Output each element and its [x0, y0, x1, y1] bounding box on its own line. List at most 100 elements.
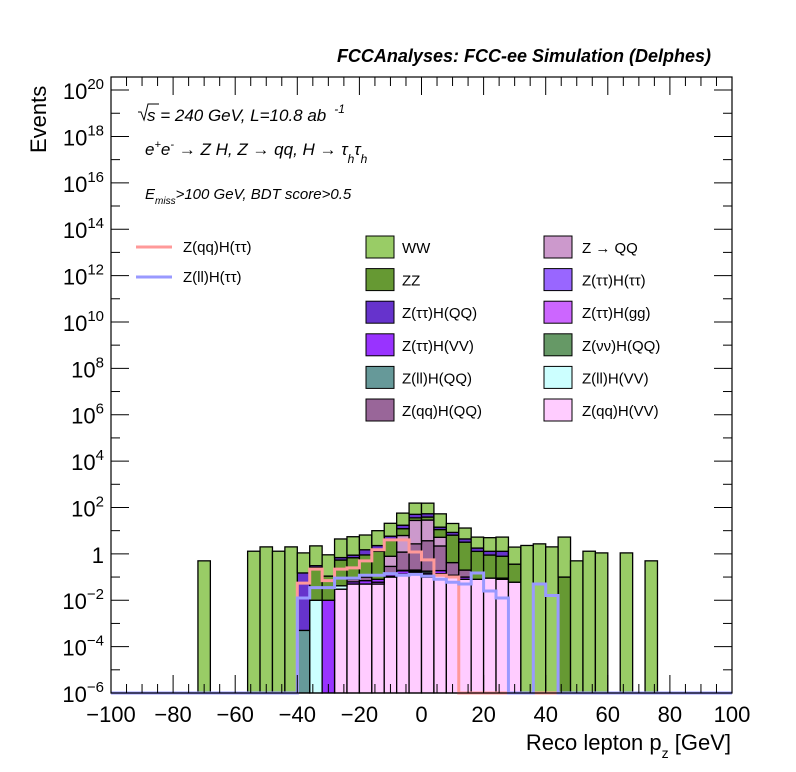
- bar-z-qq: [383, 555, 398, 568]
- legend-fill-swatch: [365, 365, 395, 389]
- bar-z-qq-h-vv-: [371, 583, 385, 694]
- legend-entry-label: Z(ττ)H(QQ): [402, 305, 477, 322]
- x-tick-label: 100: [714, 702, 751, 727]
- legend-fill-swatch: [543, 365, 573, 389]
- x-tick-label: 20: [471, 702, 495, 727]
- bar-ww: [371, 530, 385, 547]
- y-tick-label-base: 10: [71, 496, 95, 521]
- bar-ww: [495, 536, 510, 552]
- y-tick-label-base: 10: [63, 311, 87, 336]
- x-tick-label: 80: [658, 702, 682, 727]
- legend-fill-swatch: [543, 235, 573, 259]
- y-tick-label: 1012: [63, 262, 104, 290]
- x-tick-label: −60: [217, 702, 254, 727]
- legend-entry-label: Z(ττ)H(VV): [402, 338, 474, 355]
- y-tick-label: 1: [92, 543, 104, 568]
- bar-z-h-qq-: [296, 572, 311, 632]
- y-tick-label-base: 10: [71, 450, 95, 475]
- y-tick-label-base: 10: [63, 79, 87, 104]
- y-tick-label-exp: 2: [96, 493, 104, 510]
- bar-zz: [495, 555, 510, 579]
- y-tick-label: 1020: [63, 76, 104, 104]
- bar-z-qq-h-vv-: [458, 578, 472, 694]
- bar-ww: [358, 534, 373, 551]
- y-tick-label: 10−4: [62, 633, 104, 661]
- bar-ww: [333, 538, 348, 559]
- legend-fill-swatch: [365, 398, 395, 422]
- bar-z-qq-h-vv-: [346, 583, 361, 694]
- legend-entry-label: WW: [402, 240, 431, 257]
- x-tick-labels: −100 −80 −60 −40 −20 0 20 40 60 80 100: [86, 702, 750, 727]
- bar-ww: [383, 522, 398, 537]
- y-axis-label: Events: [26, 86, 51, 153]
- legend-entry-label: ZZ: [402, 273, 420, 290]
- bar-ww: [470, 536, 485, 549]
- x-axis-label-unit: [GeV]: [669, 730, 731, 755]
- y-tick-label-base: 10: [62, 682, 86, 707]
- bar-ww: [458, 527, 472, 540]
- y-tick-label-exp: −6: [87, 679, 104, 696]
- bar-ww: [309, 545, 323, 567]
- bar-zz: [309, 566, 323, 601]
- y-tick-label: 10−2: [62, 586, 104, 614]
- bar-z-h-vv-: [321, 599, 336, 694]
- bar-z-qq-h-qq-: [408, 543, 423, 571]
- bar-ww: [197, 560, 212, 694]
- legend-entry-label: Z(ll)H(VV): [582, 370, 649, 387]
- y-tick-label-exp: 20: [87, 76, 104, 93]
- bar-z-qq: [420, 519, 435, 542]
- x-axis-label-sub: z: [662, 745, 669, 761]
- legend-fill-swatch: [543, 333, 573, 357]
- bar-ww: [284, 546, 298, 694]
- y-tick-label-exp: −4: [87, 633, 104, 650]
- y-tick-label-base: 10: [63, 172, 87, 197]
- legend-entry-label: Z(ττ)H(ττ): [582, 273, 646, 290]
- bar-ww: [482, 537, 497, 552]
- y-tick-label: 10−6: [62, 679, 104, 707]
- bar-zz: [333, 559, 348, 587]
- legend-fill-swatch: [365, 235, 395, 259]
- bar-ww: [433, 513, 447, 528]
- y-tick-label-base: 10: [63, 265, 87, 290]
- y-tick-label: 1010: [63, 308, 104, 336]
- bar-zz: [507, 563, 522, 583]
- bar-ww: [569, 560, 584, 694]
- y-tick-label: 104: [71, 447, 104, 475]
- y-tick-label-exp: 14: [87, 215, 104, 232]
- y-tick-label-base: 10: [62, 589, 86, 614]
- y-tick-label-exp: 10: [87, 308, 104, 325]
- x-axis-label-main: Reco lepton p: [526, 730, 662, 755]
- bar-zz: [445, 534, 460, 564]
- bar-z-qq-h-vv-: [495, 578, 510, 694]
- bar-z-ll-h-qq-: [296, 629, 311, 694]
- bar-z-qq-h-vv-: [420, 576, 435, 694]
- bar-z-qq-h-vv-: [358, 583, 373, 694]
- bar-ww: [271, 550, 286, 694]
- bar-z-qq: [396, 534, 410, 553]
- legend-entry-label: Z(ll)H(ττ): [183, 269, 242, 286]
- y-tick-label-base: 1: [92, 543, 104, 568]
- bar-zz: [458, 541, 472, 571]
- y-tick-label-exp: 6: [96, 401, 104, 418]
- bar-z-ll-h-vv-: [309, 599, 323, 694]
- annotation-energy: s = 240 GeV, L=10.8 ab -1: [138, 102, 345, 125]
- stack-bars: [197, 502, 659, 694]
- y-tick-label-base: 10: [71, 357, 95, 382]
- bar-z-qq: [433, 536, 447, 547]
- bar-z-h-qq-: [358, 549, 373, 556]
- x-tick-label: 40: [533, 702, 557, 727]
- legend-fill-swatch: [365, 268, 395, 292]
- bar-ww: [644, 560, 659, 694]
- bar-ww: [420, 502, 435, 515]
- bar-ww: [408, 502, 423, 515]
- x-axis-label: Reco lepton pz [GeV]: [526, 730, 731, 761]
- y-tick-label-base: 10: [63, 125, 87, 150]
- y-tick-label-exp: 8: [96, 354, 104, 371]
- legend-fill-swatch: [365, 300, 395, 324]
- bar-z-qq-h-qq-: [396, 551, 410, 571]
- y-tick-label: 1016: [63, 169, 104, 197]
- bar-zz: [470, 550, 485, 580]
- annotation-process: e+e- → Z H, Z → qq, H → τhτh: [145, 139, 368, 166]
- legend-fill-swatch: [543, 398, 573, 422]
- y-tick-label-exp: 16: [87, 169, 104, 186]
